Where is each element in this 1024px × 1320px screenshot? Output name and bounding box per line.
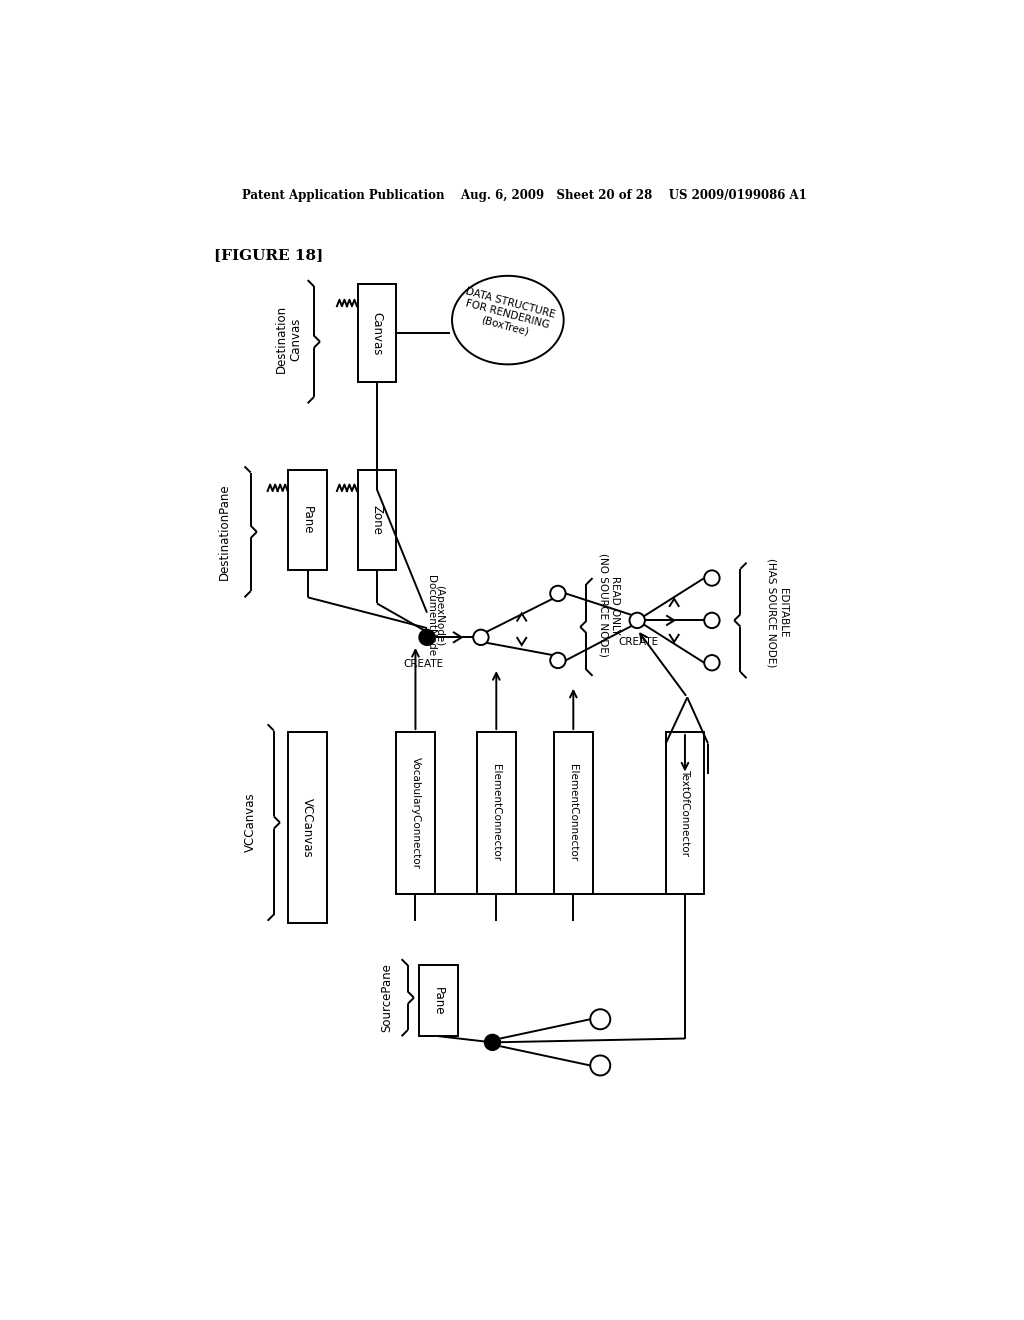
Text: SourcePane: SourcePane bbox=[381, 964, 393, 1032]
Text: VCCanvas: VCCanvas bbox=[301, 797, 314, 858]
Text: READ ONLY
(NO SOURCE NODE): READ ONLY (NO SOURCE NODE) bbox=[599, 553, 621, 657]
Text: CREATE: CREATE bbox=[403, 659, 443, 669]
Circle shape bbox=[550, 586, 565, 601]
Bar bbox=[419, 965, 458, 1036]
Text: Pane: Pane bbox=[432, 986, 445, 1015]
Text: Zone: Zone bbox=[371, 506, 383, 535]
Text: Pane: Pane bbox=[301, 506, 314, 535]
Bar bbox=[289, 470, 327, 570]
Text: Canvas: Canvas bbox=[371, 312, 383, 355]
Text: Patent Application Publication    Aug. 6, 2009   Sheet 20 of 28    US 2009/01990: Patent Application Publication Aug. 6, 2… bbox=[243, 189, 807, 202]
Circle shape bbox=[484, 1035, 500, 1051]
Bar bbox=[396, 733, 435, 894]
Bar bbox=[289, 733, 327, 923]
Text: ElementConnector: ElementConnector bbox=[492, 764, 502, 862]
Circle shape bbox=[590, 1010, 610, 1030]
Circle shape bbox=[705, 570, 720, 586]
Circle shape bbox=[590, 1056, 610, 1076]
Bar bbox=[357, 470, 396, 570]
Bar bbox=[554, 733, 593, 894]
Text: DATA STRUCTURE
FOR RENDERING
(BoxTree): DATA STRUCTURE FOR RENDERING (BoxTree) bbox=[459, 286, 557, 343]
Text: DocumentNode: DocumentNode bbox=[426, 576, 436, 656]
Text: VocabularyConnector: VocabularyConnector bbox=[411, 756, 421, 869]
Text: CREATE: CREATE bbox=[618, 638, 658, 647]
Text: DestinationPane: DestinationPane bbox=[218, 483, 231, 581]
Text: TextOfConnector: TextOfConnector bbox=[680, 770, 690, 857]
Text: ElementConnector: ElementConnector bbox=[568, 764, 579, 862]
Text: EDITABLE
(HAS SOURCE NODE): EDITABLE (HAS SOURCE NODE) bbox=[767, 558, 788, 668]
Circle shape bbox=[550, 653, 565, 668]
Text: Destination
Canvas: Destination Canvas bbox=[274, 305, 302, 374]
Circle shape bbox=[419, 630, 435, 645]
Bar bbox=[477, 733, 515, 894]
Circle shape bbox=[705, 655, 720, 671]
Circle shape bbox=[473, 630, 488, 645]
Bar bbox=[666, 733, 705, 894]
Circle shape bbox=[705, 612, 720, 628]
Text: [FIGURE 18]: [FIGURE 18] bbox=[214, 248, 323, 261]
Circle shape bbox=[630, 612, 645, 628]
Text: VCCanvas: VCCanvas bbox=[244, 792, 256, 851]
Bar bbox=[357, 284, 396, 383]
Text: (ApexNode): (ApexNode) bbox=[434, 585, 444, 647]
